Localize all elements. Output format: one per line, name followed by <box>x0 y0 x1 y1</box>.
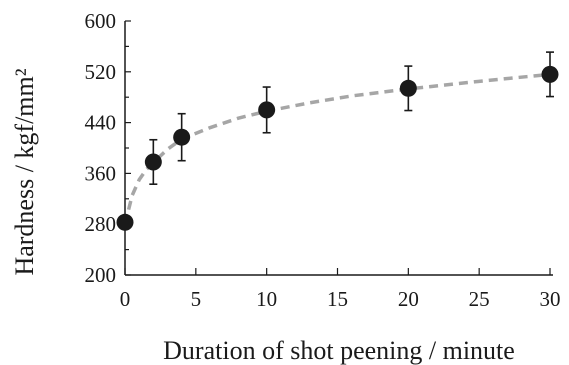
x-axis-title: Duration of shot peening / minute <box>163 336 515 365</box>
x-tick-label: 25 <box>469 287 490 311</box>
axes <box>124 21 553 276</box>
y-tick-label: 360 <box>85 161 117 185</box>
x-tick-label: 0 <box>120 287 131 311</box>
data-point <box>173 128 191 146</box>
x-tick-label: 30 <box>540 287 561 311</box>
y-tick-label: 200 <box>85 263 117 287</box>
data-point <box>541 65 559 83</box>
y-axis-title: Hardness / kgf/mm² <box>10 68 39 275</box>
data-point <box>399 79 417 97</box>
y-tick-label: 600 <box>85 9 117 33</box>
x-ticks: 0 5 10 15 20 25 30 <box>120 268 561 311</box>
x-tick-label: 15 <box>327 287 348 311</box>
y-tick-label: 520 <box>85 60 117 84</box>
error-bars <box>149 51 554 185</box>
y-tick-label: 440 <box>85 111 117 135</box>
trend-line <box>123 72 551 225</box>
y-ticks: 200 280 360 440 520 600 <box>85 9 131 287</box>
data-point <box>144 153 162 171</box>
x-tick-label: 5 <box>191 287 202 311</box>
data-point <box>116 213 134 231</box>
y-tick-label: 280 <box>85 212 117 236</box>
x-tick-label: 20 <box>398 287 419 311</box>
data-point <box>258 101 276 119</box>
data-markers <box>116 65 559 231</box>
x-tick-label: 10 <box>256 287 277 311</box>
